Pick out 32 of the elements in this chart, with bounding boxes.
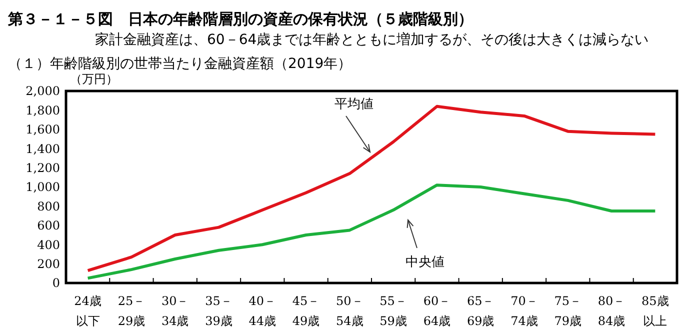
x-tick-label: 35－39歳 — [205, 294, 232, 328]
line-series — [86, 184, 657, 280]
y-tick-label: 1,800 — [26, 103, 60, 118]
x-tick-label: 45－49歳 — [292, 294, 320, 328]
x-tick-label: 60－64歳 — [423, 294, 451, 328]
y-tick-label: 600 — [37, 218, 60, 233]
y-axis-title: （万円） — [70, 72, 118, 86]
y-tick-label: 1,600 — [26, 122, 60, 137]
y-tick-label: 1,000 — [26, 180, 60, 194]
x-tick-label: 80－84歳 — [598, 294, 626, 328]
chart-subtitle: 家計金融資産は、60－64歳までは年齢とともに増加するが、その後は大きくは減らない — [95, 31, 649, 48]
y-tick-label: 400 — [37, 238, 60, 252]
x-tick-label: 24歳以下 — [74, 294, 102, 328]
text: （１）年齢階級別の世帯当たり金融資産額（2019年） — [8, 56, 352, 72]
x-tick-label: 40－44歳 — [248, 294, 276, 328]
x-tick-label: 55－59歳 — [380, 294, 407, 328]
x-tick-label: 25－29歳 — [118, 294, 146, 328]
y-tick-label: 1,400 — [26, 142, 60, 156]
x-tick-label: 50－54歳 — [336, 294, 364, 328]
x-tick-label: 70－74歳 — [510, 294, 538, 328]
x-tick-label: 85歳以上 — [642, 294, 669, 328]
annotation: 中央値 — [406, 255, 444, 270]
chart-title: 第３－１－５図 日本の年齢階層別の資産の保有状況（５歳階級別） — [7, 10, 473, 28]
y-tick-label: 1,200 — [26, 161, 60, 175]
y-tick-label: 2,000 — [26, 84, 60, 98]
x-tick-label: 65－69歳 — [466, 294, 494, 328]
x-tick-label: 30－34歳 — [161, 294, 189, 328]
y-tick-label: 200 — [37, 257, 60, 271]
y-tick-label: 0 — [52, 276, 60, 290]
y-tick-label: 800 — [37, 199, 60, 214]
x-tick-label: 75－79歳 — [554, 294, 582, 328]
annotation: 平均値 — [334, 97, 374, 112]
